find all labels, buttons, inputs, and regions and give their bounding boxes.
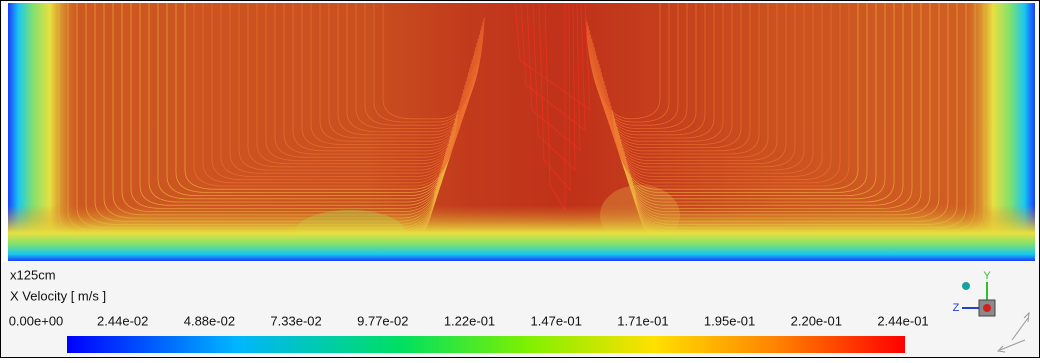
scale-label: x125cm [10,267,56,282]
contour-line [337,3,706,136]
rotate-arrow [996,339,1026,353]
contour-line [514,3,591,111]
contour-line [538,3,571,192]
variable-label: X Velocity [ m/s ] [10,288,106,303]
contour-line [328,3,715,139]
colorbar-tick-label: 9.77e-02 [357,313,408,328]
colorbar-tick-label: 7.33e-02 [270,313,321,328]
colorbar-tick-label: 2.44e-02 [97,313,148,328]
contour-line [526,3,581,151]
colorbar-tick-label: 1.71e-01 [617,313,668,328]
contour-line [544,3,566,212]
triad-z-label: Z [953,302,960,314]
triad-origin-dot [962,282,970,290]
contour-line [355,3,688,129]
rotate-arrow [1011,311,1030,341]
colorbar-tick-label: 1.22e-01 [444,313,495,328]
wall-gradient [8,205,1035,261]
colorbar [67,336,905,353]
contour-plot [8,3,1035,261]
contour-line [319,3,724,142]
colorbar-tick-label: 0.00e+00 [9,313,64,328]
colorbar-tick-label: 4.88e-02 [184,313,235,328]
contour-line [532,3,576,171]
colorbar-ticks: 0.00e+00 2.44e-02 4.88e-02 7.33e-02 9.77e-02… [9,313,929,328]
contour-line [373,3,670,123]
axis-triad: Y Z [953,270,1030,353]
colorbar-tick-label: 2.44e-01 [877,313,928,328]
colorbar-tick-label: 1.47e-01 [531,313,582,328]
triad-y-label: Y [983,270,991,282]
contour-line [520,3,586,131]
colorbar-tick-label: 1.95e-01 [704,313,755,328]
triad-x-axis [983,304,991,312]
contour-line [346,3,697,132]
colorbar-tick-label: 2.20e-01 [791,313,842,328]
contour-line [382,3,661,120]
contour-line [364,3,679,126]
